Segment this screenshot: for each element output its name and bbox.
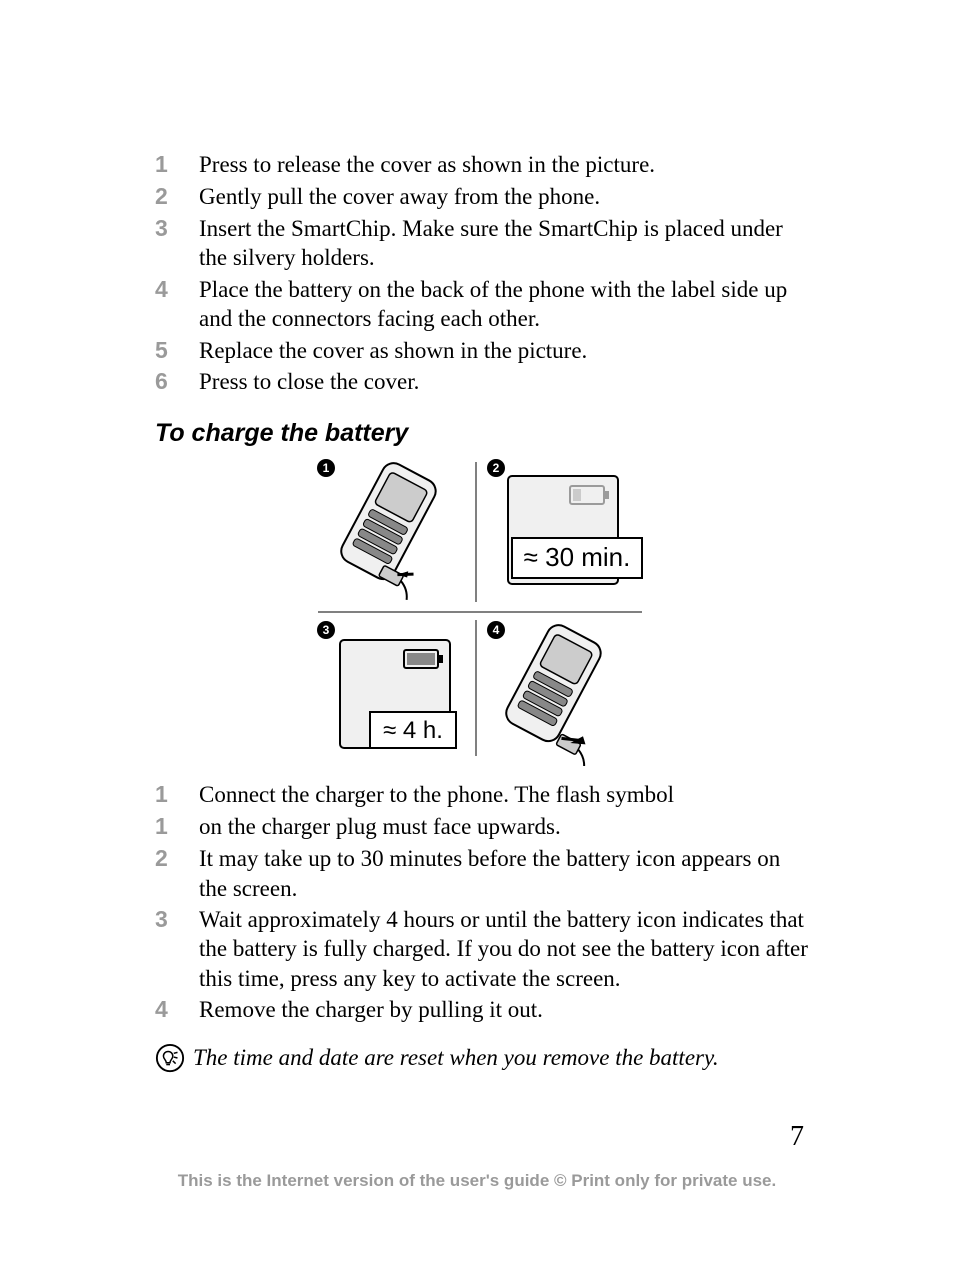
list-item: 6 Press to close the cover. xyxy=(155,367,809,397)
list-item: 1 Press to release the cover as shown in… xyxy=(155,150,809,180)
step-number: 1 xyxy=(155,812,199,842)
step-number: 4 xyxy=(155,995,199,1025)
step-text: Gently pull the cover away from the phon… xyxy=(199,182,600,212)
charge-diagram: 1 2 xyxy=(155,456,809,766)
step-number: 2 xyxy=(155,844,199,903)
step-text: on the charger plug must face upwards. xyxy=(199,812,561,842)
list-item: 5 Replace the cover as shown in the pict… xyxy=(155,336,809,366)
diagram-badge-4: 4 xyxy=(493,623,500,637)
step-number: 1 xyxy=(155,780,199,810)
step-number: 3 xyxy=(155,905,199,993)
step-number: 3 xyxy=(155,214,199,273)
list-item: 3 Wait approximately 4 hours or until th… xyxy=(155,905,809,993)
step-text: Place the battery on the back of the pho… xyxy=(199,275,809,334)
diagram-badge-2: 2 xyxy=(493,461,500,475)
install-steps-list: 1 Press to release the cover as shown in… xyxy=(155,150,809,397)
tip-note: The time and date are reset when you rem… xyxy=(155,1043,809,1078)
list-item: 2 It may take up to 30 minutes before th… xyxy=(155,844,809,903)
list-item: 1 on the charger plug must face upwards. xyxy=(155,812,809,842)
footer-text: This is the Internet version of the user… xyxy=(0,1171,954,1191)
step-text: It may take up to 30 minutes before the … xyxy=(199,844,809,903)
charge-steps-list: 1 Connect the charger to the phone. The … xyxy=(155,780,809,1025)
tip-icon xyxy=(155,1043,187,1078)
step-text: Wait approximately 4 hours or until the … xyxy=(199,905,809,993)
diagram-30min-label: ≈ 30 min. xyxy=(524,542,631,572)
step-text: Insert the SmartChip. Make sure the Smar… xyxy=(199,214,809,273)
list-item: 4 Remove the charger by pulling it out. xyxy=(155,995,809,1025)
step-number: 6 xyxy=(155,367,199,397)
step-number: 2 xyxy=(155,182,199,212)
diagram-badge-1: 1 xyxy=(323,461,330,475)
tip-text: The time and date are reset when you rem… xyxy=(193,1043,719,1073)
step-text: Replace the cover as shown in the pictur… xyxy=(199,336,587,366)
page-number: 7 xyxy=(790,1121,804,1153)
list-item: 1 Connect the charger to the phone. The … xyxy=(155,780,809,810)
diagram-4h-label: ≈ 4 h. xyxy=(383,717,443,744)
charge-battery-heading: To charge the battery xyxy=(155,419,809,448)
step-text: Press to release the cover as shown in t… xyxy=(199,150,655,180)
list-item: 3 Insert the SmartChip. Make sure the Sm… xyxy=(155,214,809,273)
step-text: Connect the charger to the phone. The fl… xyxy=(199,780,674,810)
list-item: 2 Gently pull the cover away from the ph… xyxy=(155,182,809,212)
step-number: 1 xyxy=(155,150,199,180)
diagram-badge-3: 3 xyxy=(323,623,330,637)
step-number: 4 xyxy=(155,275,199,334)
step-text: Press to close the cover. xyxy=(199,367,419,397)
step-number: 5 xyxy=(155,336,199,366)
list-item: 4 Place the battery on the back of the p… xyxy=(155,275,809,334)
step-text: Remove the charger by pulling it out. xyxy=(199,995,543,1025)
